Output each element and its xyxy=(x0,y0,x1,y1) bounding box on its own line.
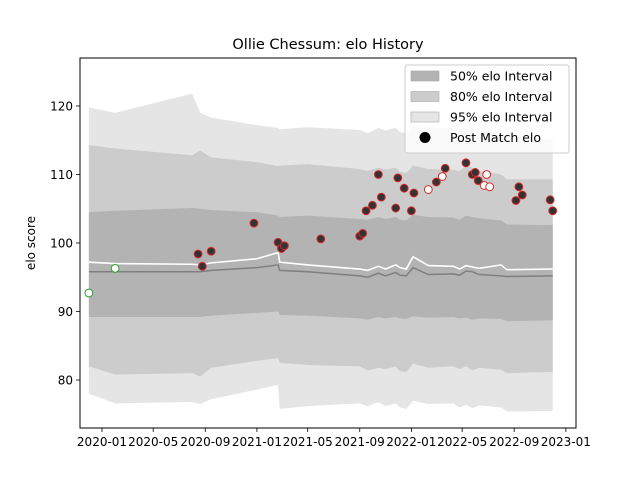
legend: 50% elo Interval 80% elo Interval 95% elo … xyxy=(404,64,570,154)
legend-label-3: Post Match elo xyxy=(450,130,541,145)
post-match-point-23 xyxy=(437,172,447,181)
y-tick-label-1: 90 xyxy=(58,305,73,319)
legend-label-1: 80% elo Interval xyxy=(450,89,552,104)
x-tick-label-0: 2020-01 xyxy=(77,435,127,449)
post-match-point-32 xyxy=(511,196,521,205)
y-axis-label: elo score xyxy=(24,216,38,270)
y-tick-label-2: 100 xyxy=(50,237,73,251)
post-match-point-2 xyxy=(193,249,203,259)
y-tick-label-4: 120 xyxy=(50,99,73,113)
post-match-point-17 xyxy=(393,173,403,183)
median-elo-line xyxy=(88,264,553,279)
legend-swatch-0 xyxy=(410,70,440,82)
post-match-point-12 xyxy=(361,206,371,216)
x-axis: 2020-01 2020-05 2020-09 2021-01 2021-05 2021-… xyxy=(77,428,591,449)
post-match-point-0 xyxy=(84,288,94,298)
post-match-point-14 xyxy=(373,170,383,179)
x-tick-label-3: 2021-01 xyxy=(232,435,282,449)
post-match-point-27 xyxy=(470,168,480,177)
x-tick-label-7: 2022-05 xyxy=(437,435,487,449)
legend-label-2: 95% elo Interval xyxy=(450,110,552,125)
mean-elo-line xyxy=(88,251,553,272)
post-match-point-16 xyxy=(391,203,401,213)
y-tick-label-3: 110 xyxy=(50,168,73,182)
y-tick-label-0: 80 xyxy=(58,374,73,388)
post-match-point-13 xyxy=(368,200,377,210)
legend-marker-3 xyxy=(419,132,431,143)
x-tick-label-1: 2020-05 xyxy=(128,435,178,449)
legend-box xyxy=(404,64,570,154)
post-match-point-24 xyxy=(440,163,450,173)
post-match-point-21 xyxy=(423,185,433,194)
x-tick-label-9: 2023-01 xyxy=(541,435,591,449)
post-match-point-33 xyxy=(514,182,524,192)
post-match-point-31 xyxy=(485,182,495,192)
legend-label-0: 50% elo Interval xyxy=(450,69,552,84)
post-match-point-25 xyxy=(461,158,471,168)
post-match-point-36 xyxy=(548,206,558,216)
post-match-point-20 xyxy=(409,188,419,198)
x-tick-label-2: 2020-09 xyxy=(180,435,230,449)
post-match-point-3 xyxy=(197,261,207,271)
post-match-point-22 xyxy=(431,177,441,187)
x-tick-label-8: 2022-09 xyxy=(489,435,539,449)
post-match-point-1 xyxy=(110,263,120,273)
legend-swatch-2 xyxy=(410,111,440,123)
post-match-point-18 xyxy=(399,183,409,193)
x-tick-label-5: 2021-09 xyxy=(335,435,385,449)
y-axis: 80 90 100 110 120 xyxy=(50,99,80,388)
chart-title: Ollie Chessum: elo History xyxy=(232,37,424,53)
post-match-point-34 xyxy=(517,190,527,200)
post-match-point-9 xyxy=(316,234,326,244)
post-match-point-11 xyxy=(358,229,368,238)
post-match-point-28 xyxy=(473,176,483,186)
post-match-point-5 xyxy=(249,218,259,228)
post-match-point-35 xyxy=(545,195,555,205)
post-match-point-8 xyxy=(280,241,289,251)
interval-band-50 xyxy=(88,208,553,322)
x-tick-label-6: 2022-01 xyxy=(386,435,436,449)
legend-swatch-1 xyxy=(410,91,440,102)
post-match-point-30 xyxy=(482,170,492,179)
post-match-point-19 xyxy=(406,206,416,216)
x-tick-label-4: 2021-05 xyxy=(283,435,333,449)
plot-area xyxy=(84,93,558,412)
post-match-point-4 xyxy=(206,246,216,256)
post-match-point-15 xyxy=(376,192,386,202)
